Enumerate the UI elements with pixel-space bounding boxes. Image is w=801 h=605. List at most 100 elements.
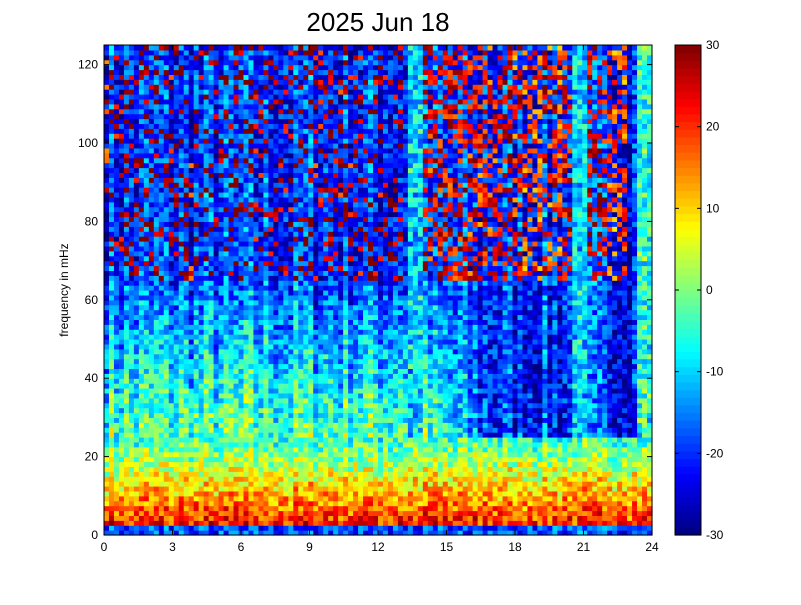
heatmap-cell — [214, 79, 220, 85]
heatmap-cell — [169, 70, 175, 76]
heatmap-cell — [129, 202, 135, 208]
heatmap-cell — [179, 403, 185, 409]
heatmap-cell — [298, 158, 304, 164]
heatmap-cell — [174, 50, 180, 56]
heatmap-cell — [298, 285, 304, 291]
heatmap-cell — [224, 432, 230, 438]
heatmap-cell — [298, 471, 304, 477]
heatmap-cell — [293, 378, 299, 384]
heatmap-cell — [298, 344, 304, 350]
heatmap-cell — [179, 437, 185, 443]
heatmap-cell — [109, 217, 115, 223]
heatmap-cell — [283, 403, 289, 409]
heatmap-cell — [239, 388, 245, 394]
heatmap-cell — [298, 133, 304, 139]
heatmap-cell — [273, 315, 279, 321]
heatmap-cell — [219, 329, 225, 335]
heatmap-cell — [273, 364, 279, 370]
heatmap-cell — [313, 133, 319, 139]
heatmap-cell — [129, 168, 135, 174]
heatmap-cell — [194, 251, 200, 256]
heatmap-cell — [119, 349, 125, 355]
heatmap-cell — [333, 324, 339, 330]
heatmap-cell — [278, 481, 284, 487]
heatmap-cell — [278, 334, 284, 340]
heatmap-cell — [204, 221, 210, 227]
heatmap-cell — [199, 89, 205, 95]
heatmap-cell — [239, 315, 245, 321]
heatmap-cell — [199, 261, 205, 267]
heatmap-cell — [234, 398, 240, 404]
heatmap-cell — [114, 398, 120, 404]
heatmap-cell — [199, 104, 205, 110]
heatmap-cell — [224, 329, 230, 335]
heatmap-cell — [323, 378, 329, 384]
heatmap-cell — [308, 207, 314, 213]
heatmap-cell — [248, 388, 254, 394]
heatmap-cell — [313, 383, 319, 389]
heatmap-cell — [239, 212, 245, 218]
heatmap-cell — [234, 241, 240, 247]
heatmap-cell — [134, 432, 140, 438]
heatmap-cell — [164, 378, 170, 384]
heatmap-cell — [129, 417, 135, 423]
heatmap-cell — [109, 114, 115, 120]
heatmap-cell — [253, 315, 259, 321]
heatmap-cell — [308, 266, 314, 272]
heatmap-cell — [124, 114, 130, 120]
heatmap-cell — [154, 114, 160, 120]
heatmap-cell — [253, 398, 259, 404]
heatmap-cell — [308, 422, 314, 428]
heatmap-cell — [253, 457, 259, 463]
heatmap-cell — [343, 359, 349, 365]
heatmap-cell — [263, 266, 269, 272]
heatmap-cell — [323, 197, 329, 203]
heatmap-cell — [149, 221, 155, 227]
heatmap-cell — [179, 143, 185, 149]
heatmap-cell — [328, 280, 334, 286]
heatmap-cell — [144, 466, 150, 472]
heatmap-cell — [333, 231, 339, 237]
heatmap-cell — [318, 466, 324, 472]
heatmap-cell — [169, 148, 175, 154]
heatmap-cell — [348, 393, 354, 399]
heatmap-cell — [229, 447, 235, 453]
heatmap-cell — [139, 437, 145, 443]
heatmap-cell — [263, 114, 269, 120]
heatmap-cell — [258, 506, 264, 512]
heatmap-cell — [194, 207, 200, 213]
heatmap-cell — [338, 452, 344, 458]
heatmap-cell — [328, 368, 334, 374]
heatmap-cell — [288, 123, 294, 128]
heatmap-cell — [189, 417, 195, 423]
heatmap-cell — [144, 368, 150, 374]
heatmap-cell — [139, 65, 145, 71]
heatmap-cell — [114, 187, 120, 193]
heatmap-cell — [288, 300, 294, 306]
heatmap-cell — [139, 447, 145, 453]
heatmap-cell — [283, 290, 289, 296]
heatmap-cell — [134, 94, 140, 100]
heatmap-cell — [268, 413, 274, 419]
heatmap-cell — [154, 364, 160, 370]
heatmap-cell — [184, 182, 190, 188]
heatmap-cell — [333, 368, 339, 374]
heatmap-cell — [293, 256, 299, 262]
heatmap-cell — [199, 94, 205, 100]
heatmap-cell — [104, 168, 110, 174]
heatmap-cell — [253, 177, 259, 183]
heatmap-cell — [224, 212, 230, 218]
heatmap-cell — [253, 50, 259, 56]
heatmap-cell — [159, 55, 165, 61]
heatmap-cell — [134, 452, 140, 458]
heatmap-cell — [139, 60, 145, 65]
heatmap-cell — [318, 79, 324, 85]
heatmap-cell — [209, 158, 215, 164]
heatmap-cell — [253, 275, 259, 281]
heatmap-cell — [119, 241, 125, 247]
heatmap-cell — [199, 143, 205, 149]
heatmap-cell — [134, 256, 140, 262]
heatmap-cell — [194, 172, 200, 178]
heatmap-cell — [333, 481, 339, 487]
heatmap-cell — [209, 403, 215, 409]
